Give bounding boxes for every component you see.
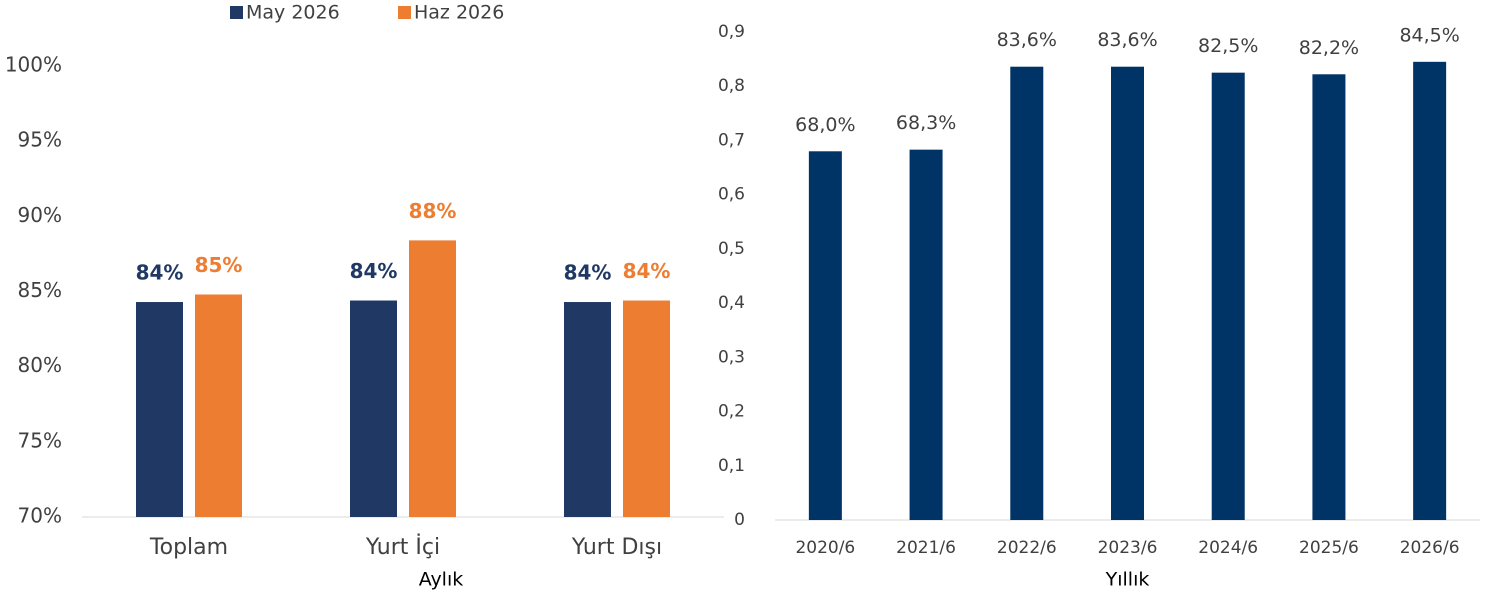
bar bbox=[350, 300, 397, 517]
value-label: 84% bbox=[623, 259, 671, 283]
x-tick-label: 2023/6 bbox=[1098, 538, 1158, 558]
legend-label: Haz 2026 bbox=[414, 2, 504, 24]
x-tick-label: 2026/6 bbox=[1400, 538, 1460, 558]
y-tick-label: 0,4 bbox=[718, 293, 745, 313]
x-tick-label: 2020/6 bbox=[795, 538, 855, 558]
value-label: 68,0% bbox=[795, 114, 855, 136]
value-label: 83,6% bbox=[997, 29, 1057, 51]
value-label: 85% bbox=[195, 253, 243, 277]
y-tick-label: 95% bbox=[18, 128, 62, 152]
y-tick-label: 0,1 bbox=[718, 456, 745, 476]
legend-swatch bbox=[398, 6, 411, 19]
y-tick-label: 80% bbox=[18, 353, 62, 377]
value-label: 82,5% bbox=[1198, 35, 1258, 57]
x-tick-label: Toplam bbox=[149, 535, 228, 560]
x-tick-label: 2024/6 bbox=[1198, 538, 1258, 558]
y-tick-label: 100% bbox=[5, 53, 62, 77]
bar bbox=[623, 300, 670, 517]
bar bbox=[1111, 66, 1144, 521]
x-tick-label: Yurt İçi bbox=[365, 534, 440, 560]
y-tick-label: 0,3 bbox=[718, 347, 745, 367]
value-label: 84% bbox=[350, 259, 398, 283]
bar bbox=[409, 240, 456, 518]
value-label: 83,6% bbox=[1097, 29, 1157, 51]
x-tick-label: 2022/6 bbox=[997, 538, 1057, 558]
y-tick-label: 0,2 bbox=[718, 402, 745, 422]
value-label: 82,2% bbox=[1299, 37, 1359, 59]
value-label: 68,3% bbox=[896, 112, 956, 134]
y-tick-label: 85% bbox=[18, 278, 62, 302]
x-axis-title: Yıllık bbox=[1105, 569, 1150, 591]
y-tick-label: 90% bbox=[18, 203, 62, 227]
legend-label: May 2026 bbox=[246, 2, 340, 24]
x-tick-label: 2025/6 bbox=[1299, 538, 1359, 558]
bar bbox=[1312, 74, 1346, 520]
x-tick-label: 2021/6 bbox=[896, 538, 956, 558]
y-tick-label: 0,9 bbox=[718, 22, 745, 42]
bar bbox=[1413, 61, 1447, 520]
bar bbox=[195, 294, 242, 517]
bar bbox=[564, 302, 611, 517]
legend-swatch bbox=[230, 6, 243, 19]
value-label: 88% bbox=[409, 199, 457, 223]
y-tick-label: 0,8 bbox=[718, 76, 745, 96]
y-tick-label: 0,5 bbox=[718, 239, 745, 259]
value-label: 84% bbox=[564, 261, 612, 285]
bar bbox=[1211, 72, 1245, 521]
y-tick-label: 0,6 bbox=[718, 185, 745, 205]
y-tick-label: 75% bbox=[18, 428, 62, 452]
bar bbox=[808, 151, 842, 521]
y-tick-label: 70% bbox=[18, 504, 62, 528]
bar bbox=[909, 149, 943, 520]
y-tick-label: 0 bbox=[734, 510, 745, 530]
bar bbox=[1010, 66, 1044, 521]
x-tick-label: Yurt Dışı bbox=[571, 535, 662, 560]
value-label: 84% bbox=[136, 261, 184, 285]
bar bbox=[136, 302, 183, 517]
value-label: 84,5% bbox=[1399, 24, 1459, 46]
y-tick-label: 0,7 bbox=[718, 130, 745, 150]
x-axis-title: Aylık bbox=[419, 569, 464, 591]
